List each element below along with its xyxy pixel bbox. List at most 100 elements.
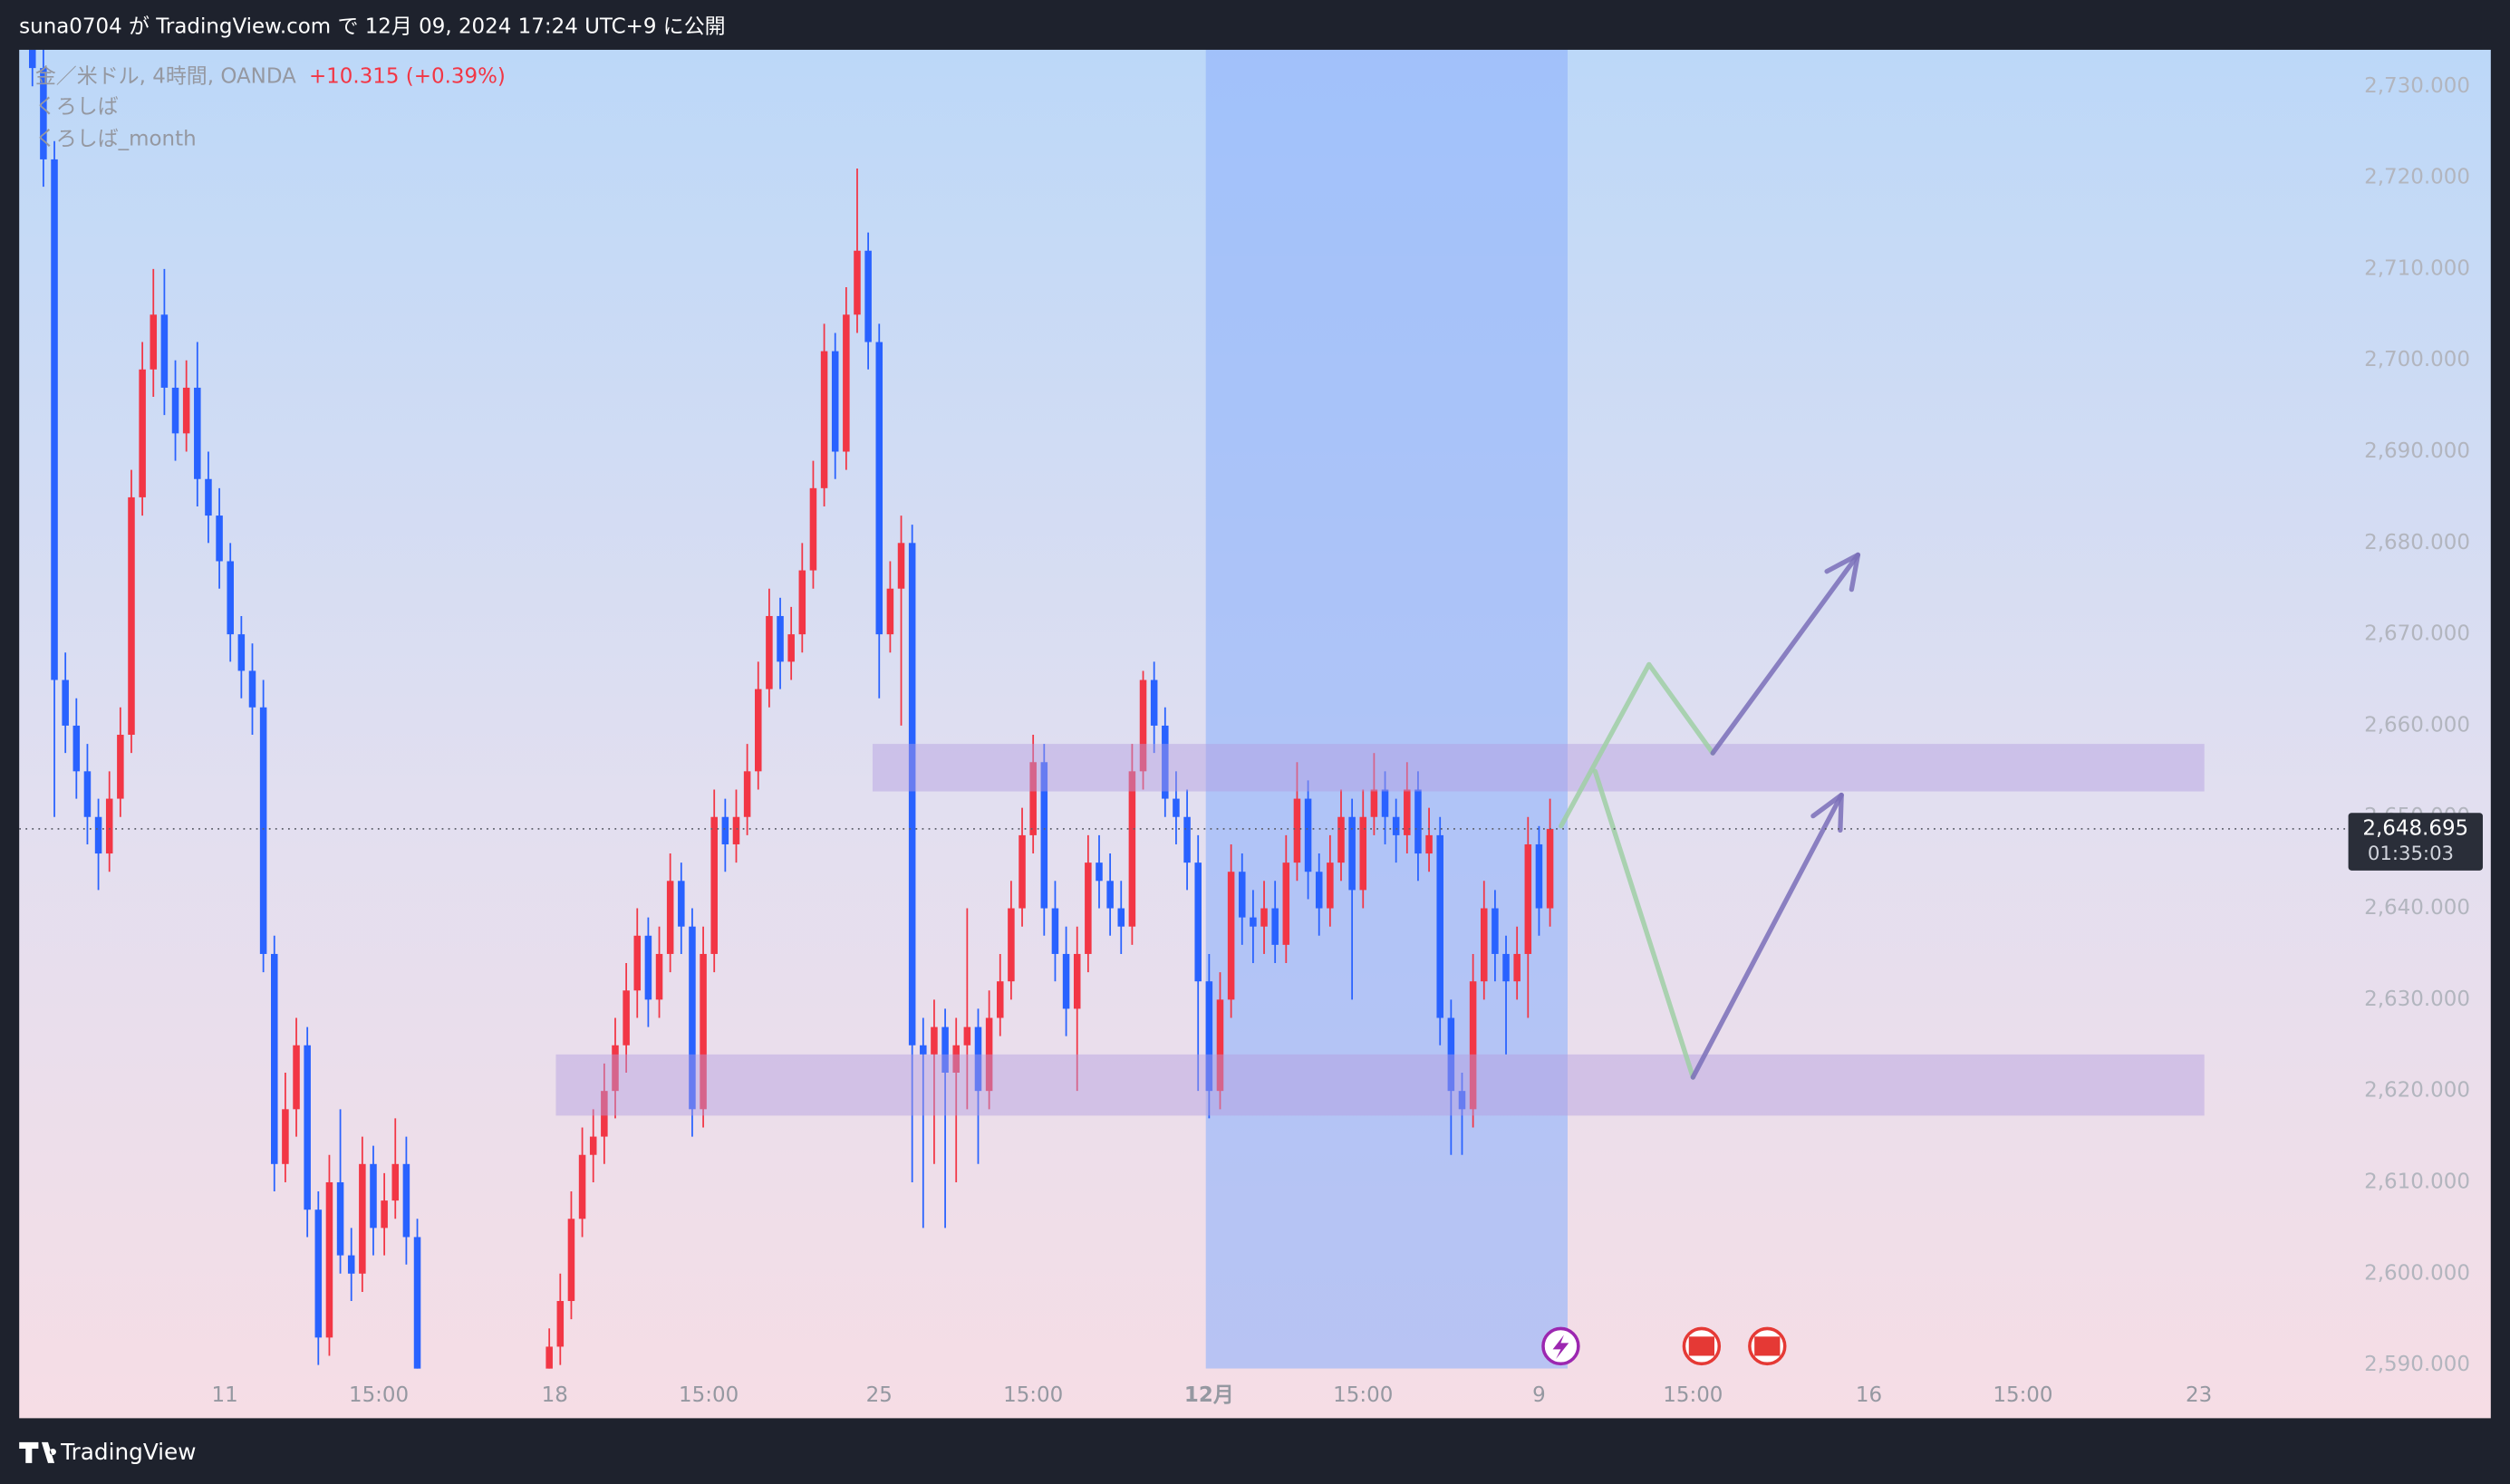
legend-change: +10.315 (+0.39%) bbox=[309, 64, 506, 88]
candle-body bbox=[732, 816, 740, 844]
x-tick-label: 15:00 bbox=[349, 1383, 409, 1407]
candle-body bbox=[941, 1026, 949, 1073]
lightning bbox=[1552, 1335, 1569, 1360]
candle-body bbox=[897, 543, 905, 589]
candle-body bbox=[1260, 908, 1268, 927]
candle-body bbox=[1502, 953, 1510, 982]
y-tick-label: 2,690.000 bbox=[2364, 439, 2470, 463]
candle-body bbox=[139, 369, 146, 497]
flag bbox=[1754, 1336, 1781, 1356]
x-tick-label: 11 bbox=[212, 1383, 238, 1407]
candle-body bbox=[931, 1026, 938, 1055]
candle-body bbox=[787, 634, 795, 662]
candle-body bbox=[721, 816, 729, 844]
candle-body bbox=[1096, 862, 1103, 882]
y-tick-label: 2,610.000 bbox=[2364, 1170, 2470, 1193]
price-zone bbox=[555, 1054, 2205, 1116]
last-price-label: 2,648.695 bbox=[2362, 816, 2468, 840]
candle-body bbox=[271, 953, 278, 1164]
candle-body bbox=[314, 1209, 323, 1338]
candle-body bbox=[1546, 828, 1554, 909]
candle-body bbox=[633, 935, 642, 991]
event-icons bbox=[1541, 1326, 1787, 1366]
candle-body bbox=[820, 351, 828, 488]
candle-body bbox=[1162, 725, 1169, 799]
candle-body bbox=[1348, 816, 1356, 891]
legend-indicator: くろしば_month bbox=[35, 127, 197, 150]
footer: TradingView bbox=[60, 1439, 196, 1465]
candle-body bbox=[171, 387, 179, 434]
candle-body bbox=[205, 478, 212, 516]
y-tick-label: 2,620.000 bbox=[2364, 1079, 2470, 1103]
candle-body bbox=[381, 1200, 388, 1229]
candle-body bbox=[304, 1045, 311, 1210]
candle-body bbox=[710, 816, 718, 954]
candle-body bbox=[282, 1109, 289, 1164]
candle-body bbox=[359, 1163, 366, 1274]
candle-body bbox=[1250, 917, 1257, 927]
candle-body bbox=[1018, 834, 1026, 909]
candle-body bbox=[370, 1163, 377, 1229]
candle-body bbox=[1436, 834, 1443, 1018]
candle-body bbox=[1469, 981, 1477, 1110]
candle-body bbox=[1062, 953, 1070, 1009]
candle-body bbox=[655, 953, 663, 1000]
candle-body bbox=[259, 707, 267, 954]
last-price-box bbox=[2348, 813, 2483, 871]
candle-body bbox=[1513, 953, 1520, 982]
x-tick-label: 16 bbox=[1856, 1383, 1882, 1407]
candle-body bbox=[1239, 872, 1246, 918]
candle-body bbox=[1370, 789, 1378, 817]
candle-body bbox=[1194, 862, 1202, 982]
candle-body bbox=[182, 387, 190, 434]
price-zone bbox=[872, 744, 2205, 792]
trend-drawing bbox=[1592, 768, 1696, 1080]
x-tick-label: 15:00 bbox=[1333, 1383, 1393, 1407]
candle-body bbox=[1392, 816, 1400, 835]
candle-body bbox=[325, 1181, 333, 1338]
candle-body bbox=[1414, 789, 1422, 854]
candle-body bbox=[644, 935, 652, 1000]
candle-body bbox=[1085, 862, 1092, 954]
candle-body bbox=[1535, 843, 1543, 909]
candle-body bbox=[1524, 843, 1532, 954]
candle-body bbox=[237, 634, 246, 671]
candle-body bbox=[94, 816, 102, 854]
candle-body bbox=[1128, 771, 1136, 927]
candle-body bbox=[666, 881, 674, 954]
time-highlight bbox=[1205, 49, 1569, 1369]
candle-body bbox=[1293, 798, 1301, 863]
y-tick-label: 2,640.000 bbox=[2364, 896, 2470, 920]
y-tick-label: 2,600.000 bbox=[2364, 1261, 2470, 1285]
countdown: 01:35:03 bbox=[2368, 842, 2454, 864]
candle-body bbox=[678, 881, 685, 927]
y-tick-label: 2,730.000 bbox=[2364, 74, 2470, 98]
candle-body bbox=[194, 387, 201, 479]
candle-body bbox=[227, 561, 234, 635]
header: suna0704 が TradingView.com で 12月 09, 202… bbox=[19, 15, 725, 39]
candle-body bbox=[1381, 789, 1389, 817]
x-tick-label: 9 bbox=[1532, 1383, 1546, 1407]
candle-body bbox=[83, 771, 92, 817]
trend-drawing bbox=[1710, 552, 1861, 756]
candle-body bbox=[1337, 816, 1345, 863]
candle-body bbox=[1173, 798, 1180, 817]
y-tick-label: 2,670.000 bbox=[2364, 622, 2470, 646]
logo bbox=[19, 1441, 56, 1463]
candle-body bbox=[150, 314, 158, 370]
candle-body bbox=[128, 496, 135, 736]
candle-body bbox=[105, 798, 113, 854]
candle-body bbox=[689, 926, 696, 1110]
candle-body bbox=[248, 670, 256, 708]
brand: TradingView bbox=[19, 1439, 196, 1465]
candle-body bbox=[567, 1219, 575, 1302]
candle-body bbox=[1304, 798, 1312, 872]
legend-symbol: 金／米ドル, 4時間, OANDA bbox=[35, 64, 296, 88]
candle-body bbox=[1315, 872, 1323, 909]
candle-body bbox=[1282, 862, 1290, 945]
candle-body bbox=[1073, 953, 1081, 1009]
candle-body bbox=[1271, 908, 1279, 945]
legend-indicator: くろしば bbox=[35, 95, 119, 119]
candle-body bbox=[985, 1017, 993, 1092]
candle-body bbox=[1447, 1017, 1455, 1092]
